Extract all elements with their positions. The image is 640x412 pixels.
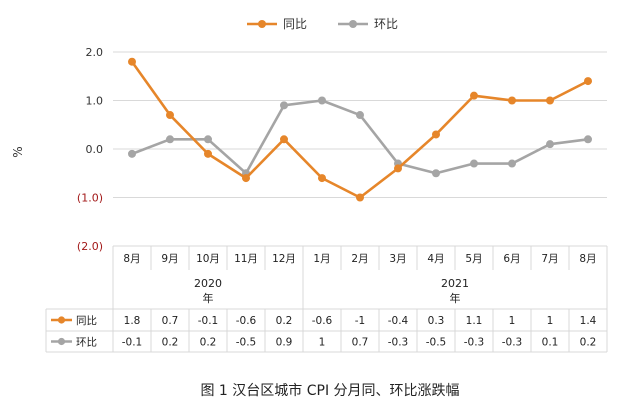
data-point (470, 91, 478, 100)
year-suffix: 年 (203, 291, 214, 305)
y-tick-label: 2.0 (86, 46, 104, 59)
data-label: 0.9 (276, 337, 293, 349)
legend-swatch-marker (349, 20, 357, 28)
row-series-name: 同比 (76, 314, 97, 327)
category-label: 12月 (272, 253, 296, 265)
y-axis-label: % (11, 146, 25, 157)
legend: 同比 环比 (247, 17, 398, 31)
data-point (318, 174, 326, 183)
data-label: 1.8 (124, 315, 141, 327)
category-label: 6月 (503, 253, 520, 265)
y-tick-label: (2.0) (77, 240, 103, 253)
category-label: 11月 (234, 253, 258, 265)
data-label: 0.7 (162, 315, 179, 327)
category-label: 1月 (313, 253, 330, 265)
legend-swatch-marker (258, 20, 266, 28)
data-point (204, 149, 212, 158)
data-label: -0.6 (312, 315, 333, 327)
data-label: 1.4 (580, 315, 597, 327)
data-label: 1 (319, 337, 326, 349)
data-point (546, 96, 554, 105)
data-point (584, 77, 592, 86)
data-label: -1 (355, 315, 365, 327)
data-point (280, 135, 288, 144)
data-label: 0.2 (276, 315, 293, 327)
series-lines (128, 57, 592, 202)
data-label: -0.1 (122, 337, 143, 349)
data-label: -0.3 (464, 337, 485, 349)
legend-entry: 环比 (374, 17, 398, 31)
year-suffix: 年 (450, 291, 461, 305)
data-point (204, 135, 212, 144)
data-point (128, 57, 136, 66)
y-tick-label: 0.0 (86, 143, 104, 156)
data-label: 0.2 (580, 337, 597, 349)
data-point (394, 164, 402, 173)
category-label: 4月 (427, 253, 444, 265)
year-label: 2021 (441, 277, 469, 290)
series-line-同比 (130, 60, 589, 199)
category-label: 8月 (579, 253, 596, 265)
row-key-marker (57, 337, 66, 346)
y-tick-label: (1.0) (77, 192, 103, 205)
data-point (166, 111, 174, 120)
grid (113, 51, 607, 247)
data-point (280, 101, 288, 110)
data-point (470, 159, 478, 168)
data-label: -0.3 (388, 337, 409, 349)
data-label: 1 (547, 315, 554, 327)
category-label: 5月 (465, 253, 482, 265)
legend-entry: 同比 (283, 17, 307, 31)
data-point (356, 111, 364, 120)
data-label: -0.4 (388, 315, 409, 327)
category-label: 10月 (196, 253, 220, 265)
figure-caption: 图 1 汉台区城市 CPI 分月同、环比涨跌幅 (200, 382, 459, 399)
row-key-marker (57, 316, 66, 324)
category-label: 7月 (541, 253, 558, 265)
category-label: 2月 (351, 253, 368, 265)
y-axis-ticks: 2.0 1.0 0.0 (1.0) (2.0) (77, 46, 103, 253)
data-label: -0.3 (502, 337, 523, 349)
data-point (356, 193, 364, 202)
data-point (546, 140, 554, 149)
year-label: 2020 (194, 277, 222, 290)
data-point (242, 174, 250, 183)
data-label: -0.6 (236, 315, 257, 327)
row-series-name: 环比 (76, 336, 97, 349)
y-tick-label: 1.0 (86, 95, 104, 108)
data-label: 1.1 (466, 315, 483, 327)
data-point (432, 169, 440, 178)
data-label: -0.5 (236, 337, 257, 349)
data-label: 0.2 (200, 337, 217, 349)
category-label: 9月 (161, 253, 178, 265)
category-label: 8月 (123, 253, 140, 265)
data-point (584, 135, 592, 144)
data-point (128, 149, 136, 158)
data-point (432, 130, 440, 139)
data-label: 0.7 (352, 337, 369, 349)
data-label: 0.3 (428, 315, 445, 327)
data-label: 1 (509, 315, 516, 327)
data-point (166, 135, 174, 144)
data-label: 0.2 (162, 337, 179, 349)
data-label: -0.5 (426, 337, 447, 349)
data-point (318, 96, 326, 105)
category-label: 3月 (389, 253, 406, 265)
data-point (508, 159, 516, 168)
data-label: 0.1 (542, 337, 559, 349)
data-point (508, 96, 516, 105)
data-label: -0.1 (198, 315, 219, 327)
